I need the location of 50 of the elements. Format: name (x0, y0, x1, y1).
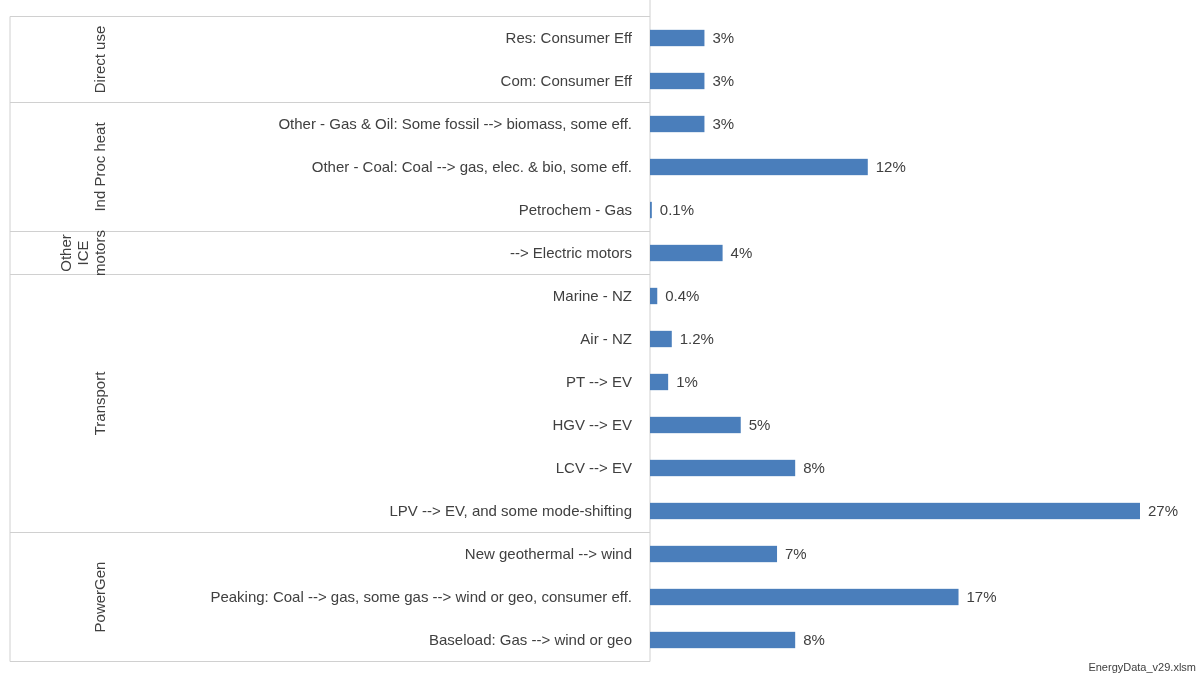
y-tick-label: Petrochem - Gas (518, 201, 632, 219)
y-tick-label: PT --> EV (566, 373, 632, 391)
y-tick-label: Baseload: Gas --> wind or geo (428, 631, 632, 649)
bar (650, 502, 1140, 520)
data-label: 0.4% (665, 287, 700, 305)
text: PowerGen (91, 561, 108, 633)
data-label: 0.1% (659, 201, 695, 219)
y-tick-label: Other - Gas & Oil: Some fossil --> biomass, some eff. (278, 115, 632, 133)
y-tick-label: Other - Coal: Coal --> gas, elec. & bio, some eff. (311, 158, 632, 176)
bar (650, 373, 669, 391)
data-label: 12% (875, 158, 906, 176)
text: Transport (91, 370, 108, 436)
data-label: 1.2% (679, 330, 714, 348)
data-label: 7% (785, 545, 807, 563)
text: Other ICE motors (57, 230, 108, 276)
text: Direct use (91, 25, 108, 94)
text: Ind Proc heat (91, 121, 108, 212)
y-tick-label: --> Electric motors (509, 244, 632, 262)
bar (650, 158, 868, 176)
y-tick-label: HGV --> EV (552, 416, 632, 434)
y-tick-label: Res: Consumer Eff (505, 29, 633, 47)
bar (650, 631, 796, 649)
data-label: 3% (712, 115, 735, 133)
bar (650, 416, 741, 434)
data-label: 27% (1148, 502, 1179, 520)
bar (650, 459, 796, 477)
bar (650, 545, 778, 563)
data-label: 3% (712, 72, 735, 90)
annotation: EnergyData_v29.xlsm (1088, 661, 1196, 673)
data-label: 8% (803, 631, 825, 649)
y-tick-label: Peaking: Coal --> gas, some gas --> wind or geo, consumer eff. (210, 588, 632, 606)
bar (650, 29, 705, 47)
y-tick-label: Com: Consumer Eff (500, 72, 633, 90)
bar (650, 115, 705, 133)
data-label: 5% (748, 416, 771, 434)
y-tick-label: Air - NZ (580, 330, 632, 348)
data-label: 8% (803, 459, 825, 477)
bar (650, 287, 658, 305)
data-label: 3% (712, 29, 735, 47)
data-label: 1% (676, 373, 698, 391)
bar (650, 330, 672, 348)
data-label: 4% (730, 244, 753, 262)
bar (650, 72, 705, 90)
data-label: 17% (966, 588, 997, 606)
y-tick-label: Marine - NZ (552, 287, 632, 305)
bar (650, 244, 723, 262)
y-tick-label: LPV --> EV, and some mode-shifting (389, 502, 632, 520)
y-tick-label: LCV --> EV (555, 459, 632, 477)
bar (650, 588, 959, 606)
y-tick-label: New geothermal --> wind (464, 545, 632, 563)
